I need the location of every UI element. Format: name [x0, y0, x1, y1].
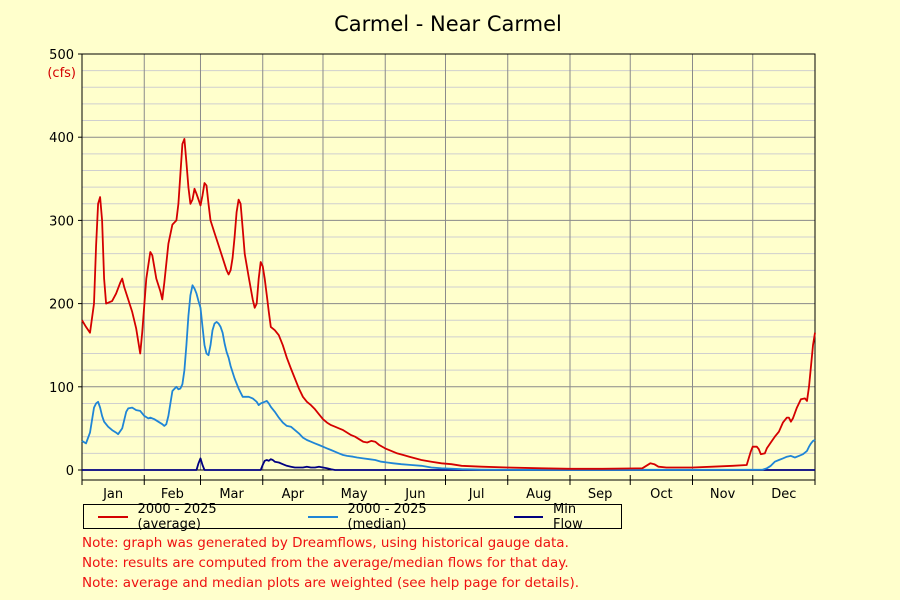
notes: Note: graph was generated by Dreamflows,… [82, 533, 579, 593]
y-tick-label: 500 [49, 48, 74, 63]
legend-swatch-min-flow [513, 515, 544, 518]
legend: 2000 - 2025 (average) 2000 - 2025 (media… [83, 501, 622, 532]
chart-title: Carmel - Near Carmel [334, 12, 562, 36]
month-label: Apr [282, 487, 305, 502]
series-line-2000-2025-median [81, 284, 816, 471]
legend-label-average: 2000 - 2025 (average) [137, 501, 217, 532]
note-line: Note: results are computed from the aver… [82, 555, 569, 571]
month-label: Dec [771, 487, 796, 502]
month-label: Sep [588, 487, 613, 502]
plot-area [82, 54, 815, 470]
month-label: Jul [468, 487, 485, 502]
y-tick-label: 400 [49, 131, 74, 146]
month-label: Jan [102, 487, 123, 502]
series [81, 137, 816, 471]
legend-label-min-flow: Min Flow [553, 501, 583, 532]
legend-label-median: 2000 - 2025 (median) [347, 501, 427, 532]
y-tick-label: 200 [49, 298, 74, 313]
series-line-2000-2025-average [81, 137, 816, 470]
y-tick-label: 100 [49, 381, 74, 396]
month-label: Oct [650, 487, 672, 502]
grid [81, 53, 816, 471]
legend-swatch-median [307, 515, 338, 518]
legend-item-min-flow: Min Flow [513, 501, 610, 532]
month-label: Feb [161, 487, 184, 502]
legend-swatch-average [98, 515, 128, 518]
month-label: Nov [710, 487, 736, 502]
note-line: Note: average and median plots are weigh… [82, 575, 580, 591]
legend-item-median: 2000 - 2025 (median) [307, 501, 488, 532]
note-line: Note: graph was generated by Dreamflows,… [82, 535, 569, 551]
y-axis-unit-label: (cfs) [47, 66, 76, 81]
month-label: Aug [526, 487, 551, 502]
month-label: Mar [219, 487, 244, 502]
month-label: May [341, 487, 368, 502]
month-label: Jun [404, 487, 425, 502]
legend-item-average: 2000 - 2025 (average) [98, 502, 282, 532]
y-tick-label: 0 [66, 464, 74, 479]
y-tick-label: 300 [49, 214, 74, 229]
series-line-min-flow [82, 457, 815, 471]
axes: 0 100 200 300 400 500 Jan Feb Mar Apr May Jun Jul Aug… [49, 48, 816, 502]
